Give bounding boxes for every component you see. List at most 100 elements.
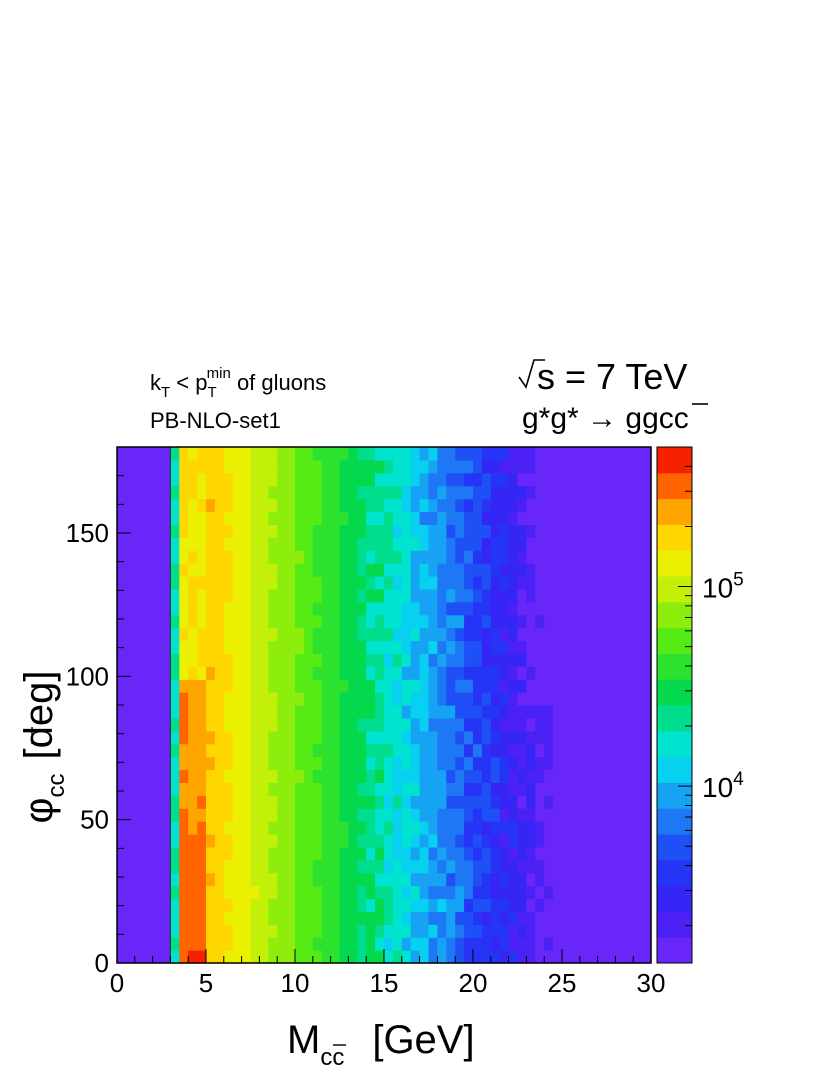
heatmap-cell (526, 911, 536, 925)
heatmap-cell (508, 666, 519, 680)
heatmap-cell (473, 601, 483, 616)
heatmap-cell (206, 601, 216, 616)
heatmap-cell (232, 730, 243, 745)
heatmap-cell (241, 692, 252, 706)
heatmap-cell (259, 911, 269, 925)
heatmap-cell (152, 705, 163, 719)
heatmap-cell (579, 640, 590, 654)
heatmap-cell (188, 834, 198, 848)
color-palette (656, 446, 693, 964)
heatmap-cell (384, 924, 394, 938)
heatmap-cell (624, 511, 634, 525)
heatmap-cell (286, 717, 296, 732)
heatmap-cell (214, 666, 225, 680)
heatmap-cell (143, 550, 154, 564)
heatmap-cell (508, 692, 519, 706)
heatmap-cell (188, 485, 198, 500)
heatmap-cell (259, 472, 269, 487)
heatmap-cell (437, 950, 447, 964)
heatmap-cell (303, 885, 314, 900)
heatmap-cell (117, 730, 127, 745)
heatmap-cell (268, 601, 278, 616)
heatmap-cell (490, 614, 501, 629)
heatmap-cell (250, 859, 260, 874)
heatmap-cell (330, 782, 341, 796)
heatmap-cell (597, 937, 608, 951)
heatmap-cell (455, 563, 465, 577)
heatmap-cell (321, 872, 332, 887)
heatmap-cell (490, 756, 501, 771)
palette-band (657, 472, 692, 500)
heatmap-cell (179, 576, 189, 590)
heatmap-cell (321, 563, 332, 577)
heatmap-cell (206, 808, 216, 822)
heatmap-cell (606, 511, 616, 525)
heatmap-cell (339, 563, 349, 577)
heatmap-cell (526, 821, 536, 835)
heatmap-cell (277, 588, 287, 603)
heatmap-cell (544, 627, 554, 642)
heatmap-cell (303, 730, 314, 745)
heatmap-cell (570, 588, 581, 603)
heatmap-cell (117, 627, 127, 642)
heatmap-cell (562, 601, 572, 616)
heatmap-cell (241, 795, 252, 809)
heatmap-cell (606, 653, 616, 667)
heatmap-cell (277, 795, 287, 809)
heatmap-cell (268, 563, 278, 577)
heatmap-cell (615, 924, 625, 938)
heatmap-cell (446, 937, 456, 951)
heatmap-cell (143, 705, 154, 719)
heatmap-cell (633, 498, 643, 513)
heatmap-cell (642, 601, 652, 616)
heatmap-cell (223, 550, 234, 564)
heatmap-cell (241, 666, 252, 680)
x-tick-label: 0 (110, 968, 124, 998)
heatmap-cell (375, 576, 385, 590)
heatmap-cell (223, 782, 234, 796)
heatmap-cell (544, 769, 554, 783)
heatmap-cell (232, 666, 243, 680)
heatmap-cell (642, 511, 652, 525)
heatmap-cell (517, 898, 527, 912)
heatmap-cell (206, 692, 216, 706)
heatmap-cell (570, 924, 581, 938)
heatmap-cell (339, 756, 349, 771)
heatmap-cell (446, 653, 456, 667)
heatmap-cell (170, 782, 180, 796)
heatmap-cell (508, 950, 519, 964)
heatmap-cell (642, 640, 652, 654)
heatmap-cell (401, 795, 412, 809)
x-tick-label: 25 (548, 968, 577, 998)
heatmap-cell (570, 795, 581, 809)
heatmap-cell (562, 730, 572, 745)
heatmap-cell (526, 550, 536, 564)
heatmap-cell (117, 834, 127, 848)
heatmap-cell (410, 640, 421, 654)
heatmap-cell (232, 756, 243, 771)
heatmap-cell (615, 717, 625, 732)
heatmap-cell (624, 640, 634, 654)
heatmap-cell (464, 885, 474, 900)
heatmap-cell (188, 911, 198, 925)
heatmap-cell (214, 821, 225, 835)
heatmap-cell (277, 769, 287, 783)
heatmap-cell (437, 692, 447, 706)
heatmap-cell (321, 498, 332, 513)
heatmap-cell (259, 898, 269, 912)
heatmap-cell (428, 614, 438, 629)
heatmap-cell (330, 601, 341, 616)
heatmap-cell (250, 769, 260, 783)
heatmap-cell (348, 498, 358, 513)
heatmap-cell (499, 769, 510, 783)
heatmap-cell (348, 937, 358, 951)
heatmap-cell (633, 950, 643, 964)
heatmap-cell (348, 692, 358, 706)
heatmap-cell (259, 834, 269, 848)
heatmap-cell (161, 524, 171, 538)
heatmap-cell (490, 937, 501, 951)
heatmap-cell (615, 524, 625, 538)
heatmap-cell (499, 459, 510, 474)
heatmap-cell (232, 692, 243, 706)
heatmap-cell (401, 924, 412, 938)
